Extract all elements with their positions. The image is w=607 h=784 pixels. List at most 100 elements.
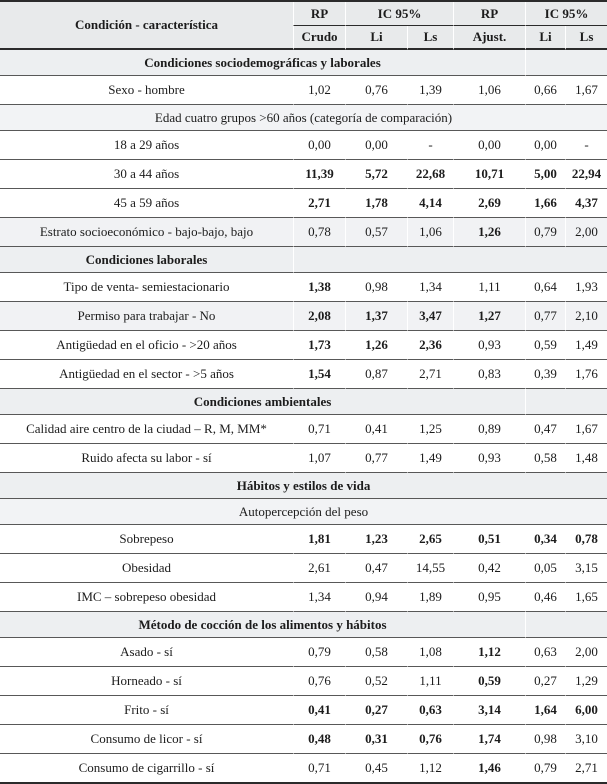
section-title: Método de cocción de los alimentos y háb… <box>0 612 526 638</box>
value-cell: 0,66 <box>525 76 566 105</box>
value-cell: 0,00 <box>345 131 407 160</box>
value-cell: 1,73 <box>293 331 345 360</box>
section-filler <box>293 247 607 273</box>
value-cell: 0,52 <box>345 667 407 696</box>
value-cell: 0,93 <box>453 444 526 473</box>
value-cell: 0,76 <box>345 76 407 105</box>
value-cell: 0,71 <box>293 754 345 782</box>
value-cell: 0,87 <box>345 360 407 389</box>
value-cell: 1,12 <box>453 638 526 667</box>
row-label: Sobrepeso <box>0 525 293 554</box>
value-cell: 1,49 <box>407 444 454 473</box>
value-cell: 11,39 <box>293 160 345 189</box>
header-row-groups: Condición - característica RP IC 95% RP … <box>0 2 607 50</box>
value-cell: 0,79 <box>293 638 345 667</box>
table-row: Estrato socioeconómico - bajo-bajo, bajo… <box>0 218 607 247</box>
value-cell: 1,02 <box>293 76 345 105</box>
table-row: Calidad aire centro de la ciudad – R, M,… <box>0 415 607 444</box>
value-cell: 1,74 <box>453 725 526 754</box>
row-label: Estrato socioeconómico - bajo-bajo, bajo <box>0 218 293 247</box>
value-cell: 1,25 <box>407 415 454 444</box>
row-label: Permiso para trabajar - No <box>0 302 293 331</box>
row-label: Consumo de licor - sí <box>0 725 293 754</box>
section-title: Edad cuatro grupos >60 años (categoría d… <box>0 105 607 131</box>
value-cell: 1,27 <box>453 302 526 331</box>
row-label: Calidad aire centro de la ciudad – R, M,… <box>0 415 293 444</box>
value-cell: 2,71 <box>407 360 454 389</box>
value-cell: 22,68 <box>407 160 454 189</box>
table-row: 30 a 44 años 11,39 5,72 22,68 10,71 5,00 22,94 <box>0 160 607 189</box>
value-cell: 1,67 <box>565 415 607 444</box>
header-rp-crudo-group: RP <box>293 2 345 26</box>
value-cell: 14,55 <box>407 554 454 583</box>
table-row: 45 a 59 años 2,71 1,78 4,14 2,69 1,66 4,37 <box>0 189 607 218</box>
table-header: Condición - característica RP IC 95% RP … <box>0 2 607 50</box>
value-cell: 2,65 <box>407 525 454 554</box>
row-label: Horneado - sí <box>0 667 293 696</box>
value-cell: 0,98 <box>525 725 566 754</box>
value-cell: 0,58 <box>345 638 407 667</box>
header-li-adjusted: Li <box>525 26 566 50</box>
value-cell: 1,78 <box>345 189 407 218</box>
section-title: Condiciones ambientales <box>0 389 526 415</box>
header-ajust: Ajust. <box>453 26 526 50</box>
value-cell: 0,45 <box>345 754 407 782</box>
value-cell: 0,00 <box>525 131 566 160</box>
value-cell: 0,59 <box>453 667 526 696</box>
row-label: Consumo de cigarrillo - sí <box>78 760 215 775</box>
value-cell: 0,71 <box>293 415 345 444</box>
value-cell: 0,46 <box>525 583 566 612</box>
table-row: Consumo de licor - sí 0,48 0,31 0,76 1,74 0,9… <box>0 725 607 754</box>
row-label: Antigüedad en el oficio - >20 años <box>0 331 293 360</box>
value-cell: 1,93 <box>565 273 607 302</box>
value-cell: 1,23 <box>345 525 407 554</box>
table-row: IMC – sobrepeso obesidad 1,34 0,94 1,89 0,95… <box>0 583 607 612</box>
value-cell: 1,89 <box>407 583 454 612</box>
value-cell: 3,47 <box>407 302 454 331</box>
value-cell: 0,05 <box>525 554 566 583</box>
value-cell: 0,79 <box>525 218 566 247</box>
table-row: Tipo de venta- semiestacionario 1,38 0,98 1… <box>0 273 607 302</box>
subsection-row: Autopercepción del peso <box>0 499 607 525</box>
value-cell: 0,47 <box>525 415 566 444</box>
section-title: Condiciones sociodemográficas y laborale… <box>0 50 526 76</box>
table-row: Obesidad 2,61 0,47 14,55 0,42 0,05 3,15 <box>0 554 607 583</box>
value-cell: 1,34 <box>293 583 345 612</box>
value-cell: 0,59 <box>525 331 566 360</box>
value-cell: 0,63 <box>525 638 566 667</box>
value-cell: 1,37 <box>345 302 407 331</box>
value-cell: 3,10 <box>565 725 607 754</box>
value-cell: 0,77 <box>525 302 566 331</box>
value-cell: 0,00 <box>453 131 526 160</box>
row-label: Frito - sí <box>0 696 293 725</box>
section-row: Condiciones laborales <box>0 247 607 273</box>
header-ic95-crude-group: IC 95% <box>345 2 454 26</box>
value-cell: 10,71 <box>453 160 526 189</box>
value-cell: 0,77 <box>345 444 407 473</box>
table-body: Condiciones sociodemográficas y laborale… <box>0 50 607 782</box>
subsection-row: Edad cuatro grupos >60 años (categoría d… <box>0 105 607 131</box>
section-row: Método de cocción de los alimentos y háb… <box>0 612 607 638</box>
value-cell: 0,57 <box>345 218 407 247</box>
value-cell: 1,46 <box>453 754 525 782</box>
value-cell: 0,76 <box>407 725 454 754</box>
value-cell: 1,06 <box>407 218 454 247</box>
value-cell: 4,14 <box>407 189 454 218</box>
value-cell: 1,11 <box>453 273 526 302</box>
value-cell: 1,11 <box>407 667 454 696</box>
value-cell: 1,39 <box>407 76 454 105</box>
value-cell: - <box>407 131 454 160</box>
value-cell: 1,06 <box>453 76 526 105</box>
value-cell: 2,71 <box>565 754 607 782</box>
value-cell: 2,00 <box>565 638 607 667</box>
value-cell: 0,95 <box>453 583 526 612</box>
value-cell: 2,00 <box>565 218 607 247</box>
table-row: Asado - sí 0,79 0,58 1,08 1,12 0,63 2,00 <box>0 638 607 667</box>
value-cell: 2,08 <box>293 302 345 331</box>
value-cell: 0,47 <box>345 554 407 583</box>
value-cell: 3,14 <box>453 696 526 725</box>
section-filler <box>525 612 607 638</box>
value-cell: 1,67 <box>565 76 607 105</box>
value-cell: 0,00 <box>293 131 345 160</box>
value-cell: 1,66 <box>525 189 566 218</box>
